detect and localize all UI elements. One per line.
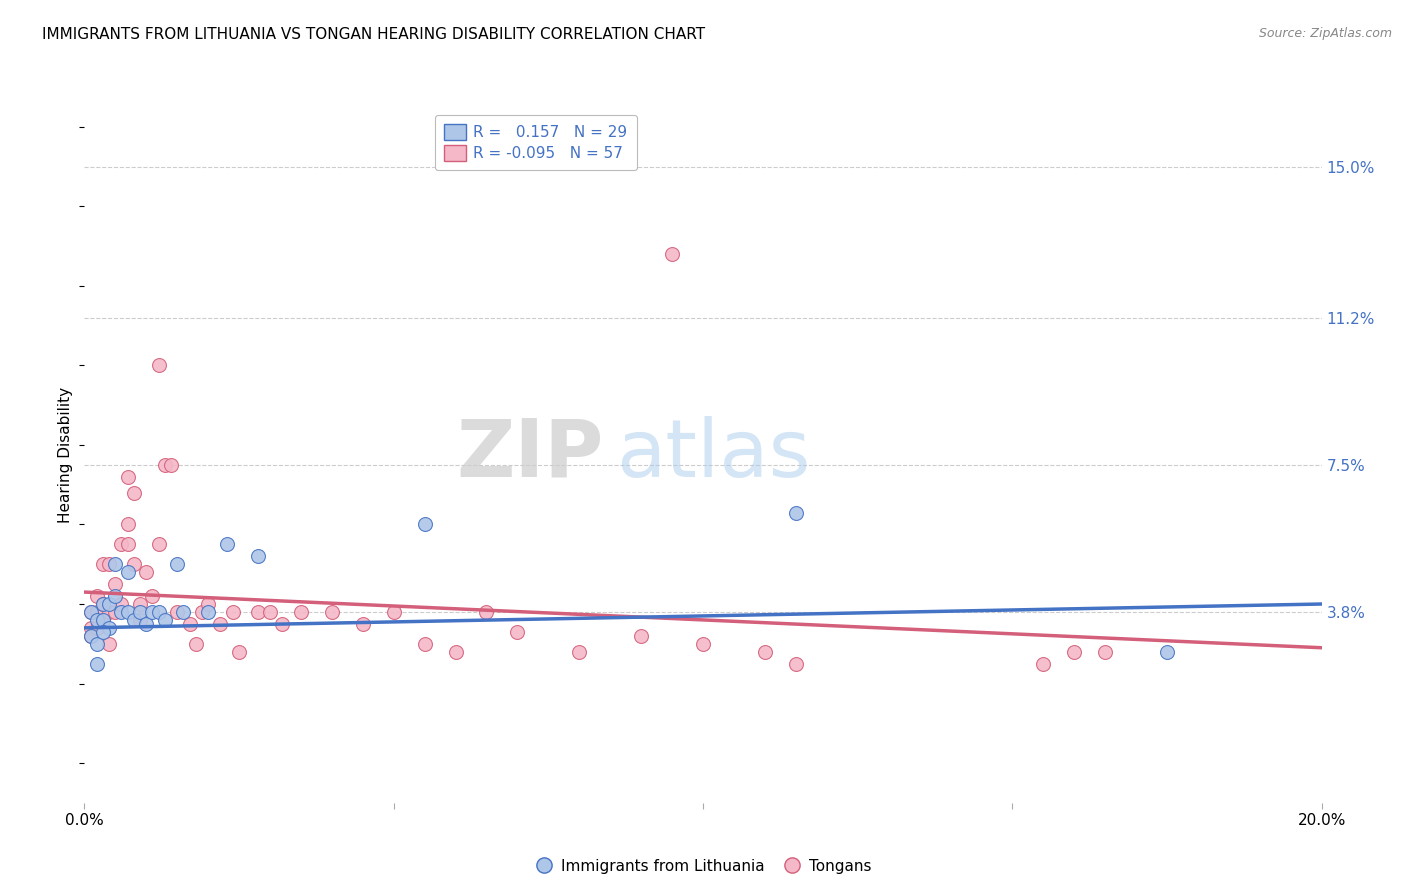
Point — [91, 558, 114, 572]
Point — [117, 470, 139, 484]
Point — [290, 605, 312, 619]
Point — [129, 605, 152, 619]
Point — [197, 605, 219, 619]
Point — [568, 645, 591, 659]
Point — [86, 605, 108, 619]
Y-axis label: Hearing Disability: Hearing Disability — [58, 387, 73, 523]
Point — [129, 613, 152, 627]
Point — [104, 605, 127, 619]
Point — [117, 537, 139, 551]
Point — [122, 558, 145, 572]
Point — [1032, 657, 1054, 671]
Point — [785, 657, 807, 671]
Point — [79, 605, 101, 619]
Point — [166, 558, 188, 572]
Point — [86, 621, 108, 635]
Point — [413, 637, 436, 651]
Point — [98, 637, 121, 651]
Point — [86, 657, 108, 671]
Point — [166, 605, 188, 619]
Point — [91, 613, 114, 627]
Point — [110, 605, 132, 619]
Point — [228, 645, 250, 659]
Point — [86, 589, 108, 603]
Point — [215, 537, 238, 551]
Point — [444, 645, 467, 659]
Point — [98, 605, 121, 619]
Point — [382, 605, 405, 619]
Point — [91, 624, 114, 639]
Point — [246, 549, 269, 564]
Point — [1063, 645, 1085, 659]
Point — [117, 605, 139, 619]
Point — [785, 506, 807, 520]
Text: Source: ZipAtlas.com: Source: ZipAtlas.com — [1258, 27, 1392, 40]
Point — [209, 616, 232, 631]
Point — [104, 589, 127, 603]
Point — [79, 605, 101, 619]
Point — [259, 605, 281, 619]
Point — [179, 616, 201, 631]
Point — [413, 517, 436, 532]
Point — [117, 517, 139, 532]
Point — [129, 597, 152, 611]
Point — [110, 537, 132, 551]
Point — [79, 621, 101, 635]
Legend: R =   0.157   N = 29, R = -0.095   N = 57: R = 0.157 N = 29, R = -0.095 N = 57 — [436, 115, 637, 170]
Point — [184, 637, 207, 651]
Point — [91, 597, 114, 611]
Point — [222, 605, 245, 619]
Point — [1094, 645, 1116, 659]
Point — [110, 597, 132, 611]
Point — [98, 597, 121, 611]
Point — [148, 605, 170, 619]
Point — [98, 621, 121, 635]
Point — [172, 605, 194, 619]
Text: ZIP: ZIP — [457, 416, 605, 494]
Point — [86, 637, 108, 651]
Point — [98, 558, 121, 572]
Point — [197, 597, 219, 611]
Point — [754, 645, 776, 659]
Point — [79, 629, 101, 643]
Point — [246, 605, 269, 619]
Point — [135, 616, 157, 631]
Point — [692, 637, 714, 651]
Point — [191, 605, 214, 619]
Point — [91, 597, 114, 611]
Point — [630, 629, 652, 643]
Point — [506, 624, 529, 639]
Point — [153, 458, 176, 472]
Point — [321, 605, 343, 619]
Legend: Immigrants from Lithuania, Tongans: Immigrants from Lithuania, Tongans — [529, 853, 877, 880]
Point — [148, 359, 170, 373]
Point — [352, 616, 374, 631]
Point — [86, 613, 108, 627]
Point — [141, 589, 163, 603]
Text: atlas: atlas — [616, 416, 811, 494]
Point — [104, 577, 127, 591]
Text: IMMIGRANTS FROM LITHUANIA VS TONGAN HEARING DISABILITY CORRELATION CHART: IMMIGRANTS FROM LITHUANIA VS TONGAN HEAR… — [42, 27, 706, 42]
Point — [160, 458, 183, 472]
Point — [135, 565, 157, 579]
Point — [79, 629, 101, 643]
Point — [91, 613, 114, 627]
Point — [1156, 645, 1178, 659]
Point — [117, 565, 139, 579]
Point — [122, 613, 145, 627]
Point — [271, 616, 294, 631]
Point — [141, 605, 163, 619]
Point — [122, 485, 145, 500]
Point — [475, 605, 498, 619]
Point — [661, 247, 683, 261]
Point — [153, 613, 176, 627]
Point — [104, 558, 127, 572]
Point — [148, 537, 170, 551]
